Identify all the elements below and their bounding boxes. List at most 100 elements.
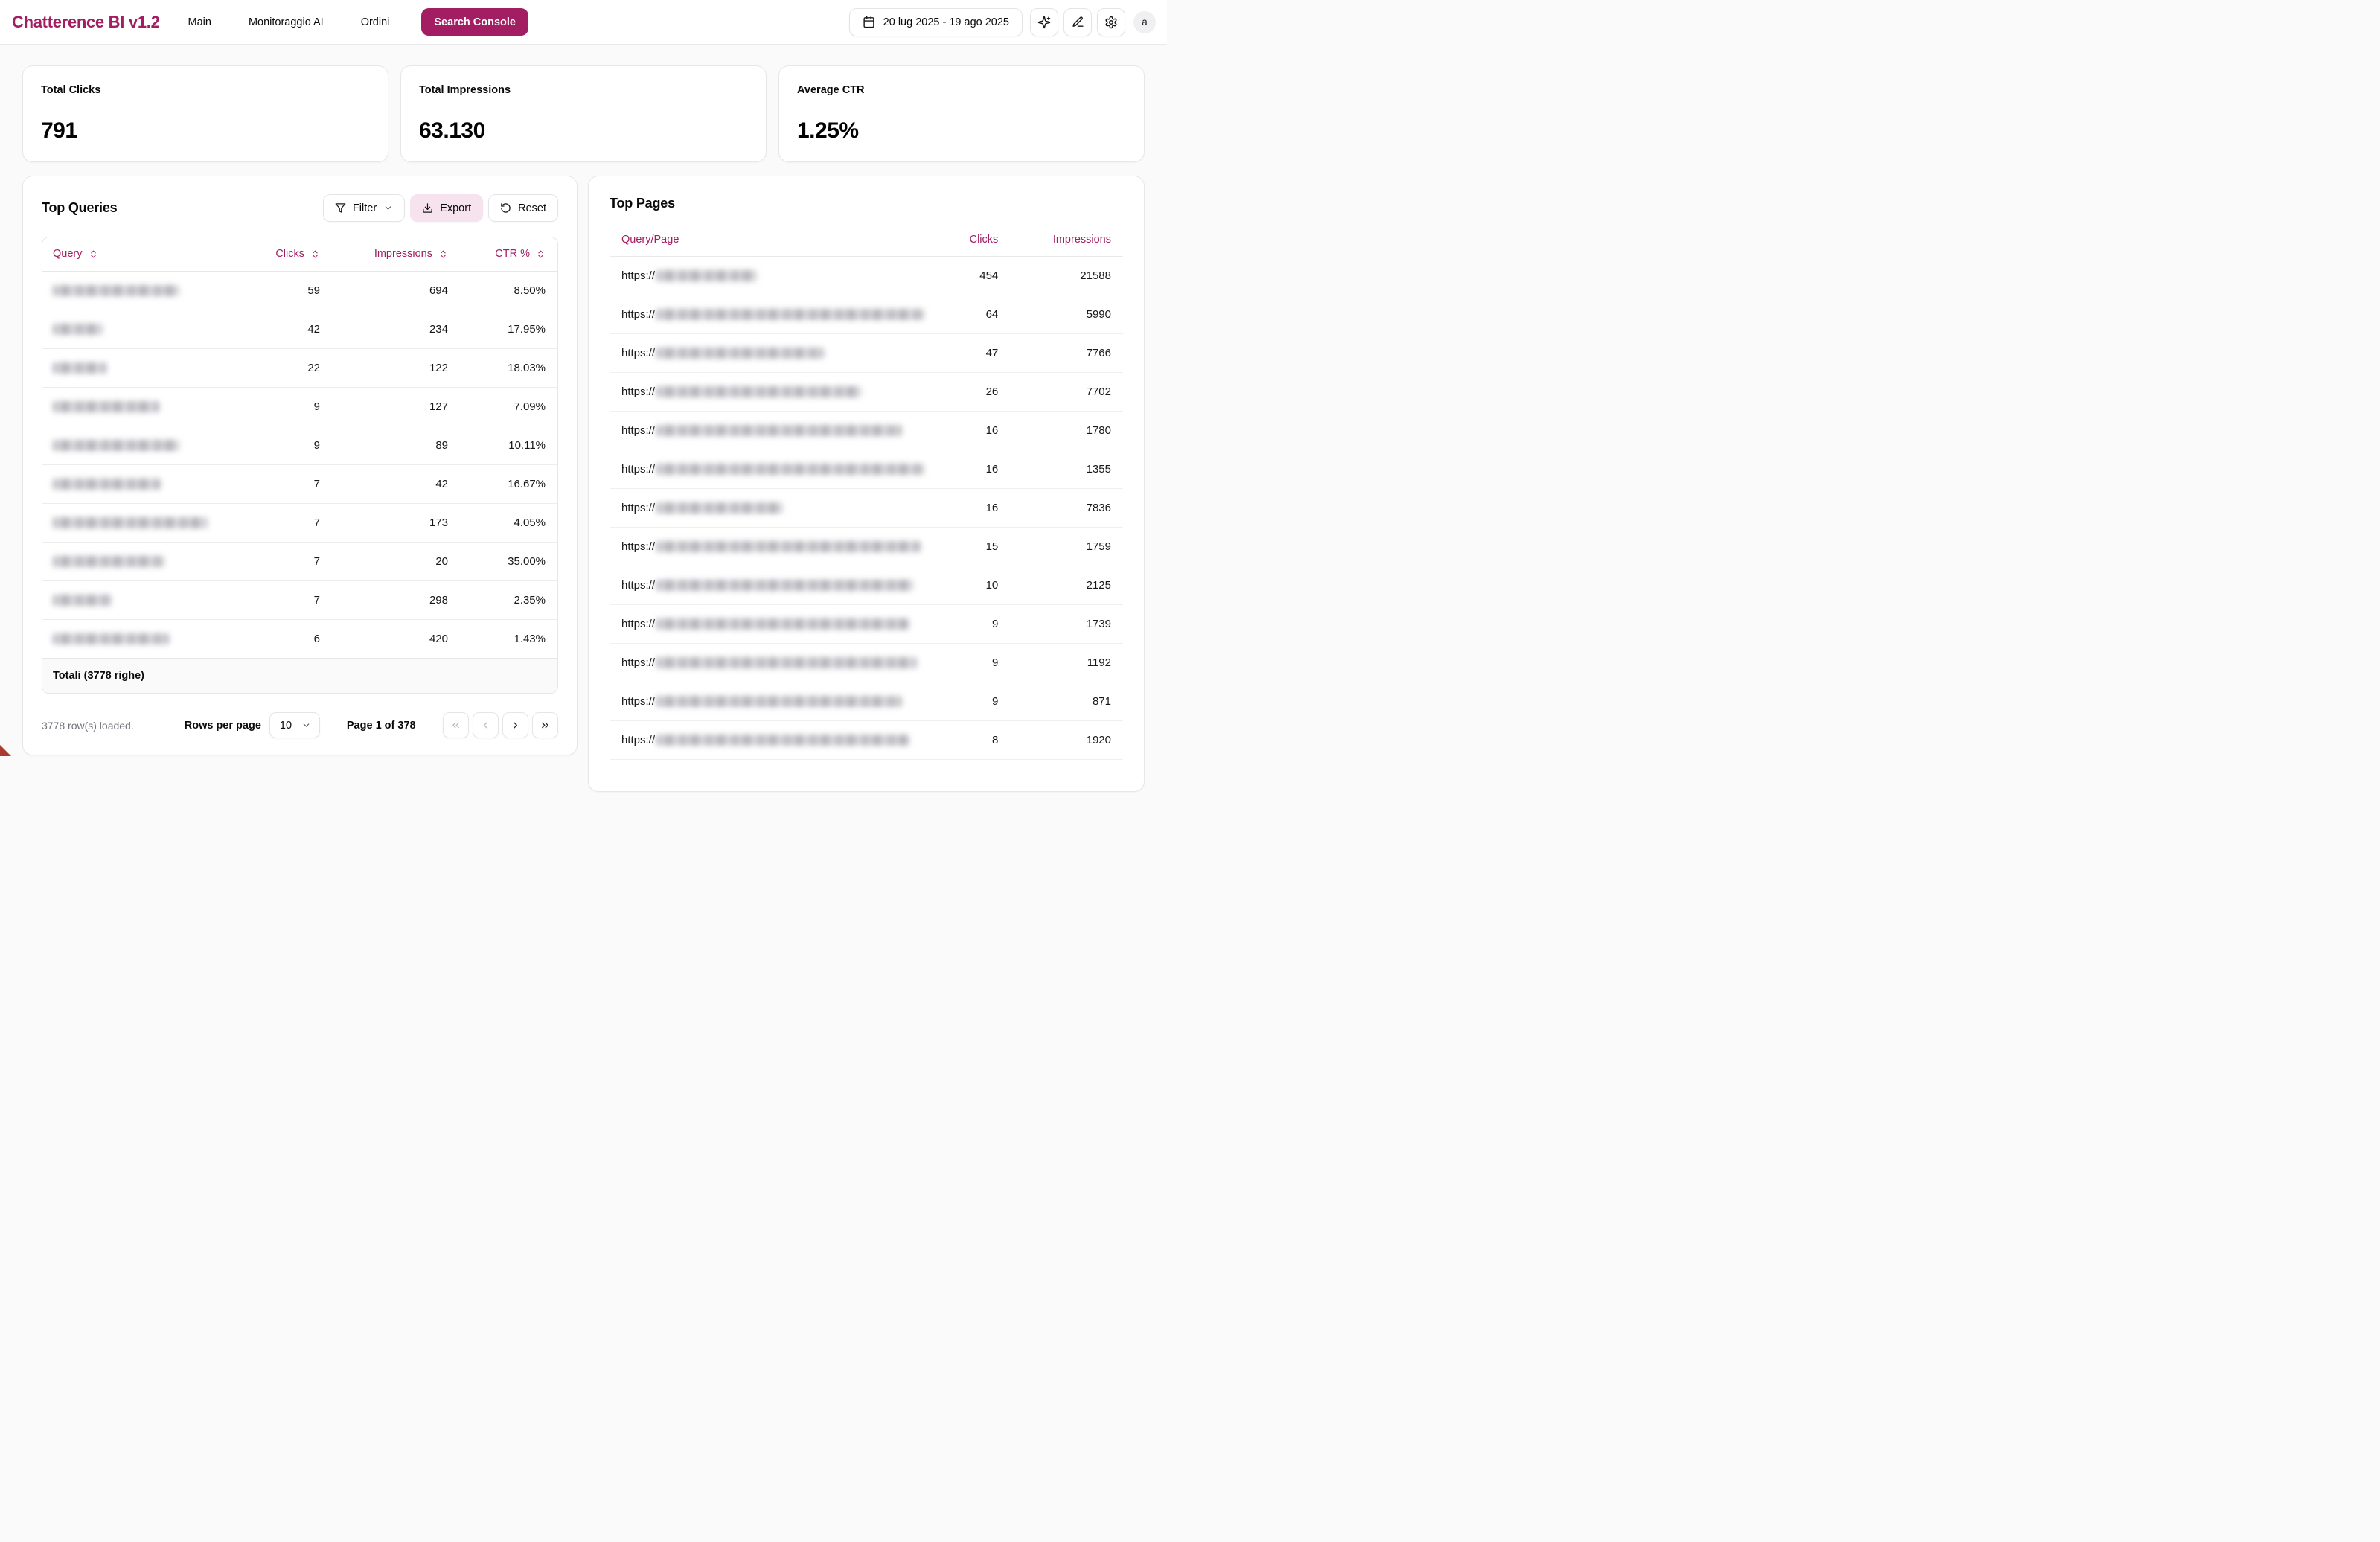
top-queries-panel: Top Queries Filter xyxy=(22,176,578,755)
download-icon xyxy=(422,202,433,214)
redacted-url xyxy=(656,424,903,436)
url-prefix: https:// xyxy=(621,656,656,669)
url-prefix: https:// xyxy=(621,385,656,398)
clicks-cell: 22 xyxy=(249,348,332,388)
chevron-right-icon xyxy=(510,720,521,731)
table-row: 7 20 35.00% xyxy=(42,542,557,581)
redacted-url xyxy=(656,656,918,668)
date-range-label: 20 lug 2025 - 19 ago 2025 xyxy=(883,16,1009,28)
clicks-cell: 6 xyxy=(249,619,332,659)
column-header-clicks[interactable]: Clicks xyxy=(249,237,332,272)
table-row: https:// 16 7836 xyxy=(610,488,1123,528)
chevrons-right-icon xyxy=(540,720,551,731)
url-prefix: https:// xyxy=(621,617,656,630)
redacted-query xyxy=(53,633,169,644)
sort-icon xyxy=(438,249,448,259)
table-row: 7 298 2.35% xyxy=(42,580,557,620)
page-url-cell: https:// xyxy=(610,488,925,528)
impressions-cell: 1355 xyxy=(1010,450,1123,489)
query-cell xyxy=(42,580,249,620)
redacted-query xyxy=(53,555,164,567)
column-header-ctr[interactable]: CTR % xyxy=(460,237,557,272)
page-info: Page 1 of 378 xyxy=(346,719,416,732)
impressions-cell: 871 xyxy=(1010,682,1123,721)
nav-item-main[interactable]: Main xyxy=(188,16,211,28)
table-row: 6 420 1.43% xyxy=(42,619,557,659)
impressions-cell: 21588 xyxy=(1010,256,1123,295)
date-range-picker[interactable]: 20 lug 2025 - 19 ago 2025 xyxy=(848,7,1023,36)
table-row: 9 127 7.09% xyxy=(42,387,557,426)
clicks-cell: 9 xyxy=(924,682,1011,721)
rows-loaded-text: 3778 row(s) loaded. xyxy=(42,719,134,732)
impressions-cell: 234 xyxy=(332,310,460,349)
query-cell xyxy=(42,619,249,659)
nav-item-monitoraggio-ai[interactable]: Monitoraggio AI xyxy=(248,16,324,28)
redacted-url xyxy=(656,463,925,475)
column-header-query[interactable]: Query xyxy=(42,237,249,272)
clicks-cell: 47 xyxy=(924,333,1011,373)
avatar[interactable]: a xyxy=(1133,10,1156,33)
ctr-cell: 16.67% xyxy=(460,464,557,504)
filter-button[interactable]: Filter xyxy=(322,194,406,222)
impressions-cell: 1780 xyxy=(1010,411,1123,450)
kpi-value: 1.25% xyxy=(797,118,859,143)
settings-button[interactable] xyxy=(1097,7,1125,36)
redacted-url xyxy=(656,308,925,320)
table-row: 42 234 17.95% xyxy=(42,310,557,349)
top-queries-body: 59 694 8.50% 42 234 17.95% 22 122 18.03% 9 127 7.09… xyxy=(42,271,557,659)
impressions-cell: 20 xyxy=(332,542,460,581)
clicks-cell: 9 xyxy=(924,643,1011,682)
nav-button-search-console[interactable]: Search Console xyxy=(421,8,528,36)
top-pages-panel: Top Pages Query/Page Clicks Impressions … xyxy=(588,176,1145,792)
page-url-cell: https:// xyxy=(610,333,925,373)
table-row: 9 89 10.11% xyxy=(42,426,557,465)
first-page-button[interactable] xyxy=(443,712,469,738)
last-page-button[interactable] xyxy=(532,712,558,738)
impressions-cell: 1192 xyxy=(1010,643,1123,682)
redacted-query xyxy=(53,362,106,374)
impressions-cell: 1739 xyxy=(1010,604,1123,644)
export-button[interactable]: Export xyxy=(410,194,484,222)
ai-sparkles-button[interactable] xyxy=(1030,7,1058,36)
url-prefix: https:// xyxy=(621,733,656,746)
prev-page-button[interactable] xyxy=(473,712,499,738)
funnel-icon xyxy=(335,202,346,214)
redacted-query xyxy=(53,594,112,606)
page-url-cell: https:// xyxy=(610,450,925,489)
table-row: 22 122 18.03% xyxy=(42,348,557,388)
table-row: https:// 9 1739 xyxy=(610,604,1123,644)
top-queries-title: Top Queries xyxy=(42,200,118,215)
impressions-cell: 420 xyxy=(332,619,460,659)
impressions-cell: 89 xyxy=(332,426,460,465)
main-content: Total Clicks 791 Total Impressions 63.13… xyxy=(0,45,1167,792)
impressions-cell: 7836 xyxy=(1010,488,1123,528)
impressions-cell: 298 xyxy=(332,580,460,620)
redacted-url xyxy=(656,734,910,746)
clicks-cell: 16 xyxy=(924,450,1011,489)
kpi-label: Total Impressions xyxy=(419,84,511,96)
top-pages-title: Top Pages xyxy=(610,196,675,211)
redacted-query xyxy=(53,516,208,528)
edit-button[interactable] xyxy=(1063,7,1092,36)
ctr-cell: 2.35% xyxy=(460,580,557,620)
sort-icon xyxy=(310,249,320,259)
app-logo: Chatterence BI v1.2 xyxy=(12,12,160,31)
rows-per-page-select[interactable]: 10 xyxy=(269,712,320,738)
kpi-cards: Total Clicks 791 Total Impressions 63.13… xyxy=(22,65,1145,162)
clicks-cell: 16 xyxy=(924,411,1011,450)
chevron-left-icon xyxy=(480,720,491,731)
column-header-impressions[interactable]: Impressions xyxy=(332,237,460,272)
next-page-button[interactable] xyxy=(502,712,528,738)
impressions-cell: 42 xyxy=(332,464,460,504)
query-cell xyxy=(42,542,249,581)
clicks-cell: 7 xyxy=(249,464,332,504)
reset-button[interactable]: Reset xyxy=(488,194,558,222)
clicks-cell: 9 xyxy=(249,426,332,465)
clicks-cell: 9 xyxy=(924,604,1011,644)
redacted-url xyxy=(656,386,862,397)
table-row: https:// 26 7702 xyxy=(610,372,1123,412)
totals-row: Totali (3778 righe) xyxy=(42,658,557,693)
redacted-url xyxy=(656,540,921,552)
clicks-cell: 42 xyxy=(249,310,332,349)
nav-item-ordini[interactable]: Ordini xyxy=(360,16,390,28)
